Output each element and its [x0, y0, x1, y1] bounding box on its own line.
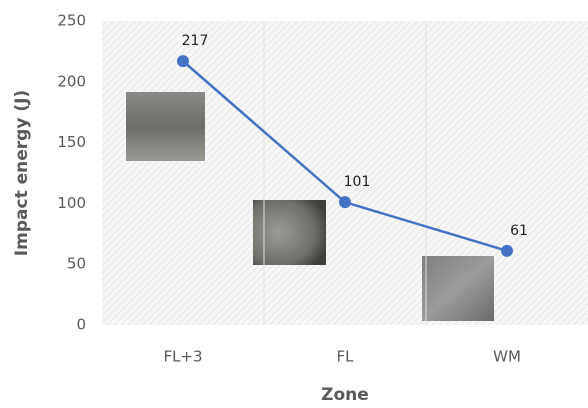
data-label: 217: [182, 33, 209, 49]
y-tick-label: 150: [57, 133, 86, 151]
page: Impact energy (J) Zone 0 50 100 150 200 250 FL…: [0, 0, 588, 408]
chart: Impact energy (J) Zone 0 50 100 150 200 250 FL…: [0, 0, 588, 408]
y-tick-label: 100: [57, 194, 86, 212]
data-label: 61: [510, 223, 528, 239]
y-tick-label: 250: [57, 12, 86, 30]
marker: [177, 55, 189, 67]
y-tick-label: 0: [76, 316, 86, 334]
marker: [501, 245, 513, 257]
y-tick-label: 200: [57, 72, 86, 90]
data-label: 101: [344, 174, 371, 190]
x-tick-label: FL: [337, 348, 355, 366]
plot-area: [102, 21, 588, 325]
x-axis-title: Zone: [321, 385, 369, 405]
y-axis-title: Impact energy (J): [12, 90, 32, 256]
y-tick-label: 50: [67, 255, 86, 273]
photo: [126, 92, 205, 161]
photo: [422, 256, 494, 321]
x-tick-label: WM: [493, 348, 521, 366]
marker: [339, 196, 351, 208]
x-tick-label: FL+3: [163, 348, 202, 366]
